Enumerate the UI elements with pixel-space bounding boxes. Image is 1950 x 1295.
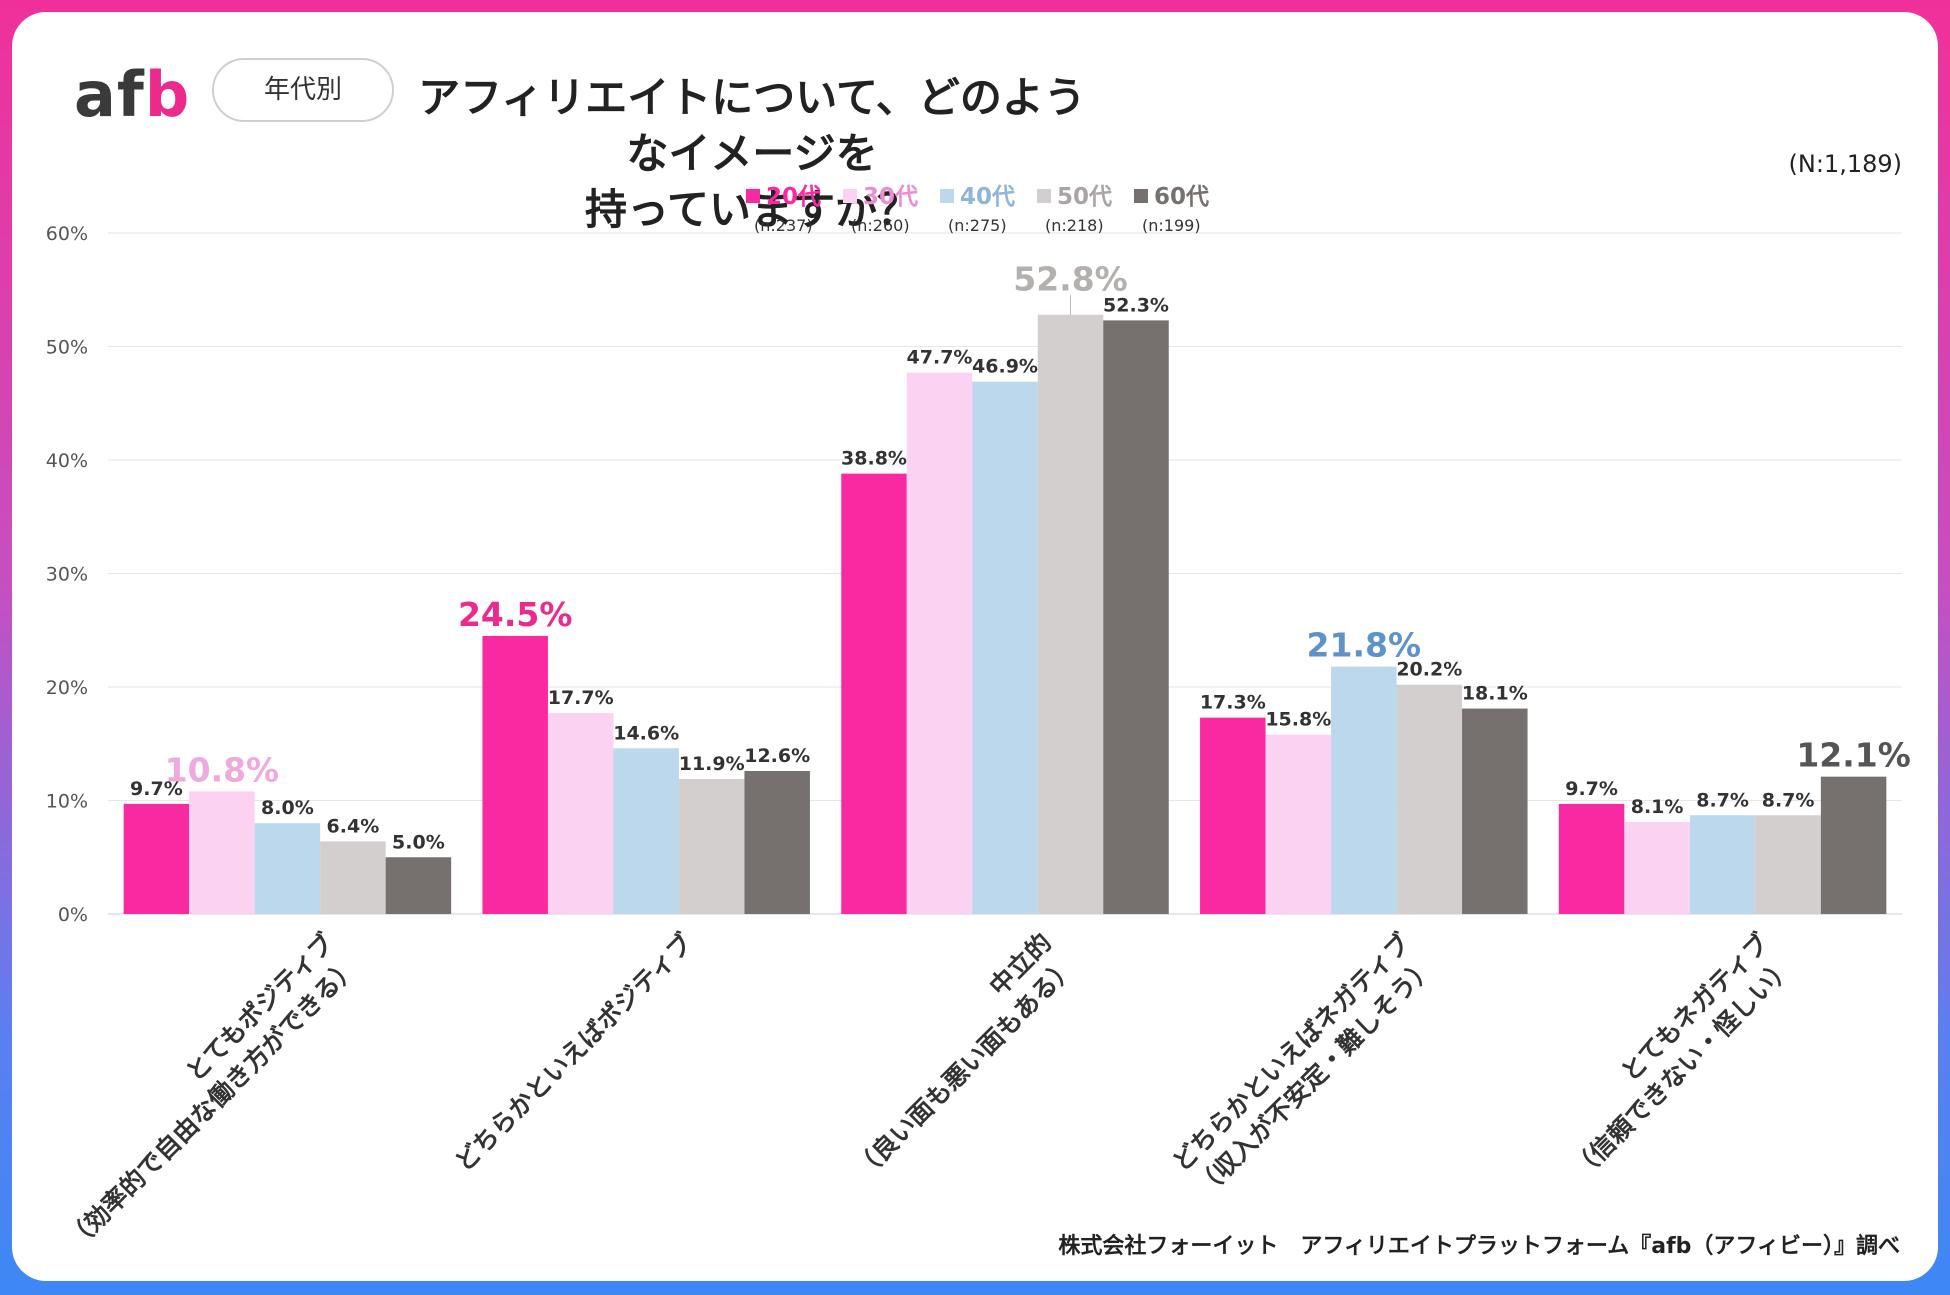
bar-40代: [254, 823, 321, 914]
category-label: とてもポジティブ（効率的で自由な働き方ができる）: [61, 928, 364, 1255]
bar-30代: [906, 372, 973, 915]
bar-30代: [189, 791, 255, 914]
bar-60代: [385, 857, 452, 914]
y-tick-label: 60%: [46, 223, 88, 245]
data-label: 17.7%: [548, 687, 614, 709]
bar-60代: [1820, 776, 1887, 914]
y-tick-label: 20%: [46, 677, 88, 699]
data-label: 6.4%: [327, 815, 380, 837]
bar-50代: [320, 841, 386, 914]
legend-label: 40代: [960, 184, 1015, 210]
category-label-line: （信頼できない・怪しい）: [1566, 952, 1799, 1185]
y-tick-label: 50%: [46, 337, 88, 359]
filter-pill-age[interactable]: 年代別: [212, 58, 394, 122]
bar-30代: [547, 713, 614, 914]
data-label-highlight: 24.5%: [458, 595, 573, 634]
data-label: 12.6%: [744, 745, 810, 767]
data-label: 47.7%: [907, 347, 973, 369]
bar-50代: [1037, 314, 1104, 915]
legend-swatch-50代: [1037, 189, 1051, 203]
category-label-line: どちらかといえばポジティブ: [449, 928, 698, 1177]
y-tick-label: 10%: [46, 791, 88, 813]
data-label: 20.2%: [1396, 659, 1462, 681]
data-label: 15.8%: [1265, 709, 1331, 731]
legend-sample-size: (n:275): [948, 216, 1007, 235]
category-label: 中立的（良い面も悪い面もある）: [849, 928, 1082, 1185]
bar-20代: [123, 803, 190, 914]
legend-swatch-40代: [940, 189, 954, 203]
bar-20代: [1200, 717, 1266, 914]
data-label: 11.9%: [679, 753, 745, 775]
bar-30代: [1624, 822, 1690, 914]
data-label-highlight: 52.8%: [1013, 260, 1128, 299]
legend-sample-size: (n:218): [1045, 216, 1104, 235]
data-label: 17.3%: [1200, 692, 1266, 714]
bar-60代: [744, 770, 810, 914]
bar-20代: [841, 473, 907, 914]
total-sample-size: (N:1,189): [1788, 150, 1902, 178]
legend-sample-size: (n:260): [851, 216, 910, 235]
bar-20代: [482, 635, 548, 914]
data-label-highlight: 21.8%: [1307, 626, 1422, 665]
legend-label: 50代: [1057, 184, 1112, 210]
category-label-line: どちらかといえばネガティブ: [1167, 928, 1416, 1177]
category-label-line: （収入が不安定・難しそう）: [1190, 952, 1440, 1202]
data-label: 9.7%: [130, 778, 183, 800]
category-label: どちらかといえばネガティブ（収入が不安定・難しそう）: [1167, 928, 1440, 1202]
data-label: 8.7%: [1696, 789, 1749, 811]
bar-50代: [1396, 684, 1463, 914]
data-label: 18.1%: [1462, 683, 1528, 705]
legend-swatch-30代: [843, 189, 857, 203]
legend-label: 30代: [863, 184, 918, 210]
y-tick-label: 0%: [58, 904, 88, 926]
bar-60代: [1103, 320, 1169, 914]
bar-40代: [1689, 815, 1756, 914]
y-tick-label: 40%: [46, 450, 88, 472]
legend-label: 20代: [766, 184, 821, 210]
y-tick-label: 30%: [46, 564, 88, 586]
category-label: とてもネガティブ（信頼できない・怪しい）: [1566, 928, 1799, 1185]
legend-sample-size: (n:237): [754, 216, 813, 235]
bar-40代: [613, 748, 679, 914]
bar-20代: [1558, 803, 1625, 914]
chart-card: afb 年代別 アフィリエイトについて、どのようなイメージを 持っていますか？ …: [12, 12, 1938, 1281]
data-label: 8.7%: [1762, 789, 1815, 811]
data-label: 8.1%: [1631, 796, 1684, 818]
legend-sample-size: (n:199): [1142, 216, 1201, 235]
chart-title: アフィリエイトについて、どのようなイメージを 持っていますか？: [418, 73, 1086, 234]
bar-40代: [1331, 666, 1397, 914]
afb-logo: afb: [74, 58, 191, 131]
category-label-line: （効率的で自由な働き方ができる）: [61, 952, 364, 1255]
data-label: 52.3%: [1103, 294, 1169, 316]
data-label: 5.0%: [392, 831, 445, 853]
bar-40代: [972, 381, 1038, 914]
source-note: 株式会社フォーイット アフィリエイトプラットフォーム『afb（アフィビー）』調べ: [1058, 1234, 1900, 1259]
bar-30代: [1265, 734, 1332, 914]
data-label: 8.0%: [261, 797, 314, 819]
legend-label: 60代: [1154, 184, 1209, 210]
data-label-highlight: 12.1%: [1796, 736, 1911, 775]
data-label: 46.9%: [972, 356, 1038, 378]
bar-50代: [1755, 815, 1821, 914]
legend-swatch-20代: [746, 189, 760, 203]
bar-50代: [678, 778, 745, 914]
data-label-highlight: 10.8%: [165, 750, 280, 789]
legend-swatch-60代: [1134, 189, 1148, 203]
data-label: 38.8%: [841, 448, 907, 470]
data-label: 9.7%: [1565, 778, 1618, 800]
data-label: 14.6%: [613, 722, 679, 744]
category-label-line: （良い面も悪い面もある）: [849, 952, 1082, 1185]
bar-60代: [1462, 708, 1528, 914]
category-label: どちらかといえばポジティブ: [449, 928, 698, 1177]
